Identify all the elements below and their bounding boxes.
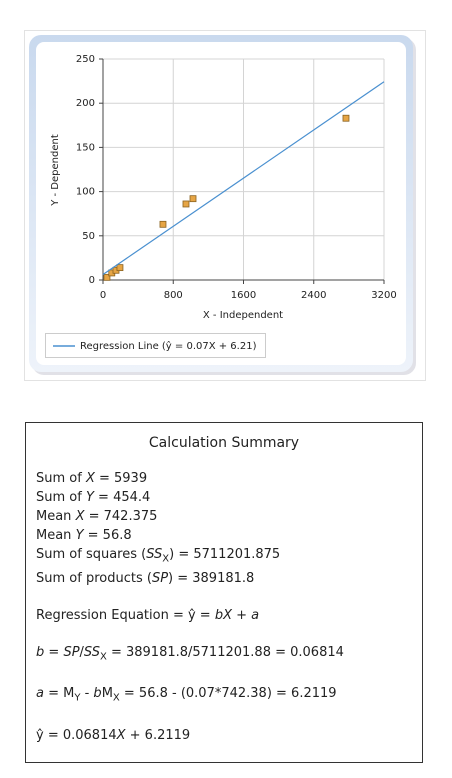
x-tick-label: 0 — [100, 290, 106, 301]
summary-line: Sum of products (SP) = 389181.8 — [36, 569, 412, 588]
summary-line: Mean Y = 56.8 — [36, 526, 412, 545]
summary-line: Sum of X = 5939 — [36, 469, 412, 488]
calculation-summary: Calculation Summary Sum of X = 5939 Sum o… — [25, 422, 423, 763]
summary-group: Sum of X = 5939 Sum of Y = 454.4 Mean X = … — [36, 469, 412, 588]
text-run: + 6.2119 — [125, 727, 191, 743]
legend-label: Regression Line (ŷ = 0.07X + 6.21) — [80, 340, 257, 352]
text-run: = 389181.8/5711201.88 = 0.06814 — [106, 644, 344, 660]
text-run: Mean — [36, 528, 76, 543]
italic-run: b — [36, 644, 45, 660]
text-run: Sum of squares ( — [36, 547, 147, 562]
text-run: Sum of products ( — [36, 570, 152, 586]
italic-run: SP — [151, 570, 169, 586]
scatter-point — [116, 264, 124, 272]
y-tick-label: 0 — [89, 275, 95, 286]
summary-group: Regression Equation = ŷ = bX + a — [36, 606, 412, 625]
text-run: Sum of — [36, 490, 86, 505]
subscript: X — [99, 651, 107, 663]
summary-group: b = SP/SSX = 389181.8/5711201.88 = 0.068… — [36, 643, 412, 667]
subscript: X — [112, 692, 120, 704]
text-run: = 454.4 — [93, 490, 151, 505]
scatter-point — [342, 114, 350, 122]
scatter-point — [159, 220, 167, 228]
text-run: = 56.8 — [83, 528, 132, 543]
text-run: + — [232, 607, 252, 623]
summary-line: Mean X = 742.375 — [36, 507, 412, 526]
italic-run: X — [116, 727, 126, 743]
italic-run: b — [93, 686, 102, 702]
summary-title: Calculation Summary — [148, 435, 300, 451]
text-run: Mean — [36, 509, 76, 524]
regression-line — [102, 81, 385, 276]
y-tick-label: 200 — [76, 98, 95, 109]
text-run: / — [79, 644, 84, 660]
text-run: = 742.375 — [84, 509, 158, 524]
text-run: ŷ = 0.06814 — [36, 727, 117, 743]
italic-run: a — [36, 686, 44, 702]
scatter-point — [182, 200, 190, 208]
x-tick-label: 3200 — [371, 290, 396, 301]
summary-line: a = MY - bMX = 56.8 - (0.07*742.38) = 6.… — [36, 684, 412, 708]
text-run: = 56.8 - (0.07*742.38) = 6.2119 — [119, 686, 337, 702]
summary-group: ŷ = 0.06814X + 6.2119 — [36, 726, 412, 745]
italic-run: a — [251, 607, 260, 623]
summary-line: Sum of squares (SSX) = 5711201.875 — [36, 545, 412, 569]
italic-run: X — [75, 509, 85, 524]
text-run: M — [101, 686, 113, 702]
x-tick-label: 800 — [164, 290, 183, 301]
summary-line: Sum of Y = 454.4 — [36, 488, 412, 507]
y-axis-title: Y - Dependent — [50, 134, 61, 207]
text-run: Sum of — [36, 471, 86, 486]
text-run: = — [44, 644, 64, 660]
text-run: ) = 389181.8 — [168, 570, 255, 586]
summary-line: b = SP/SSX = 389181.8/5711201.88 = 0.068… — [36, 643, 412, 667]
y-tick-label: 150 — [76, 142, 95, 153]
summary-group: a = MY - bMX = 56.8 - (0.07*742.38) = 6.… — [36, 684, 412, 708]
italic-run: SP — [63, 644, 80, 660]
chart: Y - Dependent X - Independent 0 50 100 150 2… — [24, 30, 426, 381]
italic-run: Y — [85, 490, 94, 505]
text-run: ) = 5711201.875 — [169, 547, 281, 562]
text-run: = 5939 — [94, 471, 148, 486]
italic-run: SS — [146, 547, 163, 562]
text-run: = M — [43, 686, 75, 702]
italic-run: bX — [214, 607, 232, 623]
x-axis-title: X - Independent — [203, 310, 283, 321]
scatter-point — [189, 195, 197, 203]
x-tick-label: 1600 — [231, 290, 256, 301]
italic-run: Y — [75, 528, 84, 543]
x-tick-label: 2400 — [301, 290, 326, 301]
y-tick-label: 250 — [76, 54, 95, 65]
italic-run: X — [85, 471, 95, 486]
scatter-point — [103, 273, 111, 281]
y-tick-label: 100 — [76, 187, 95, 198]
text-run: Regression Equation = ŷ = — [36, 607, 215, 623]
subscript: Y — [74, 692, 81, 704]
y-tick-label: 50 — [82, 231, 95, 242]
summary-line: ŷ = 0.06814X + 6.2119 — [36, 726, 412, 745]
text-run: - — [80, 686, 94, 702]
legend-box — [45, 333, 266, 358]
subscript: X — [162, 553, 170, 565]
italic-run: SS — [83, 644, 100, 660]
summary-line: Regression Equation = ŷ = bX + a — [36, 606, 412, 625]
